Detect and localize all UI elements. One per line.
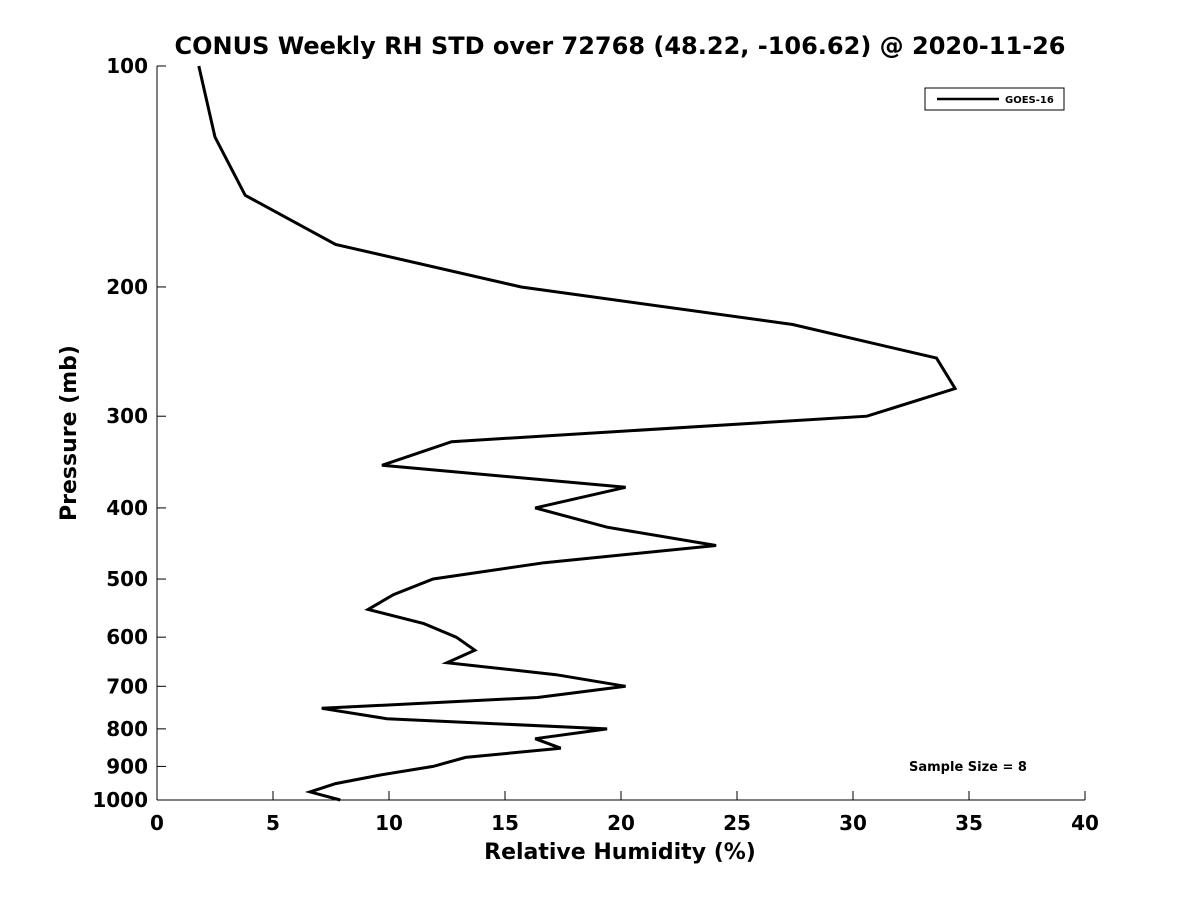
plot-area: [156, 66, 1085, 801]
x-tick-label: 10: [375, 811, 403, 835]
x-axis: 0 5 10 15 20 25 30 35 40: [150, 791, 1099, 835]
series-group: [197, 65, 958, 802]
x-tick-label: 35: [955, 811, 983, 835]
y-tick-label: 500: [106, 567, 148, 591]
x-axis-label: Relative Humidity (%): [484, 840, 756, 865]
x-tick-label: 20: [607, 811, 635, 835]
y-tick-label: 1000: [92, 788, 148, 812]
x-tick-label: 25: [723, 811, 751, 835]
y-tick-label: 400: [106, 496, 148, 520]
x-tick-label: 0: [150, 811, 164, 835]
legend: GOES-16: [924, 87, 1065, 111]
x-tick-label: 40: [1071, 811, 1099, 835]
y-axis-label: Pressure (mb): [57, 345, 82, 521]
y-tick-label: 700: [106, 674, 148, 698]
y-tick-label: 600: [106, 625, 148, 649]
x-tick-label: 5: [266, 811, 280, 835]
y-tick-label: 800: [106, 717, 148, 741]
series-line: [197, 65, 958, 802]
legend-label: GOES-16: [1005, 95, 1054, 106]
sample-size-annotation: Sample Size = 8: [909, 760, 1027, 775]
y-tick-label: 200: [106, 275, 148, 299]
y-tick-label: 100: [106, 54, 148, 78]
x-tick-label: 30: [839, 811, 867, 835]
x-tick-label: 15: [491, 811, 519, 835]
chart-title: CONUS Weekly RH STD over 72768 (48.22, -…: [174, 32, 1065, 60]
y-axis: 100 200 300 400 500 600 700 800 900 1000: [92, 54, 166, 812]
y-tick-label: 300: [106, 404, 148, 428]
y-tick-label: 900: [106, 754, 148, 778]
